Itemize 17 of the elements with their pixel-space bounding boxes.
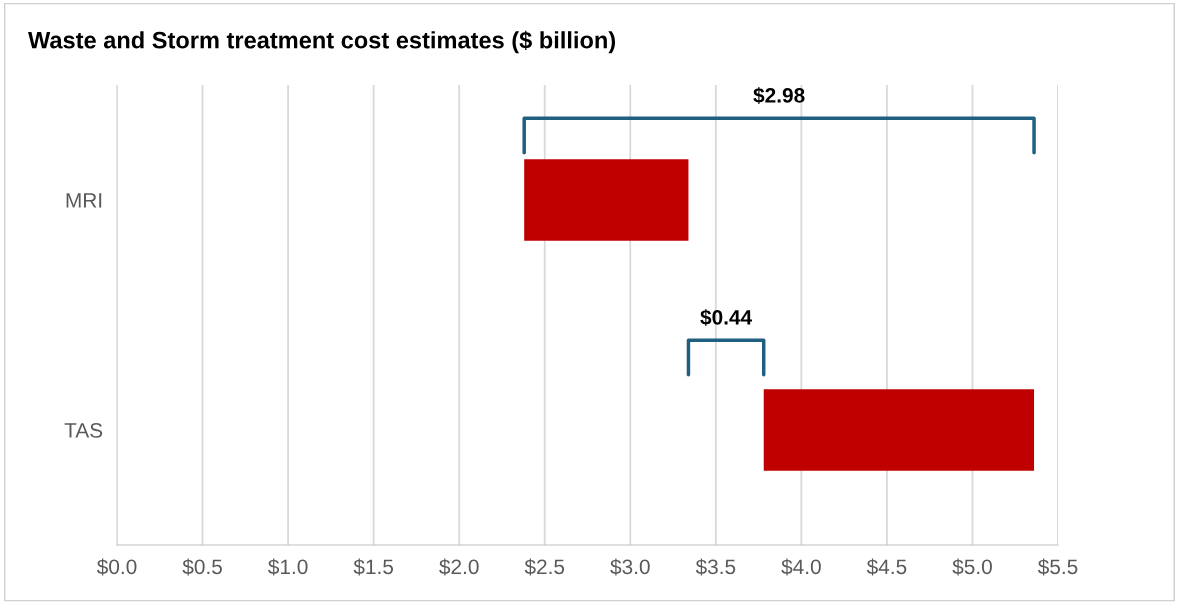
x-tick-label: $0.0 bbox=[96, 558, 137, 576]
x-tick-label: $0.5 bbox=[182, 558, 222, 576]
x-tick-label: $5.0 bbox=[952, 558, 992, 576]
annotation: $2.98 bbox=[753, 87, 805, 105]
chart-title: Waste and Storm treatment cost estimates ($ billion) bbox=[28, 30, 616, 54]
x-tick-label: $1.0 bbox=[268, 558, 308, 576]
x-tick-label: $1.5 bbox=[353, 558, 394, 576]
x-tick-label: $2.5 bbox=[524, 558, 565, 576]
y-tick-label: TAS bbox=[64, 423, 103, 438]
x-tick-label: $3.0 bbox=[610, 558, 650, 576]
x-tick-label: $3.5 bbox=[695, 558, 736, 576]
annotation: $0.44 bbox=[700, 309, 753, 327]
x-tick-label: $4.5 bbox=[866, 558, 907, 576]
x-tick-label: $4.0 bbox=[781, 558, 821, 576]
x-tick-label: $5.5 bbox=[1037, 558, 1078, 576]
y-tick-label: MRI bbox=[66, 193, 102, 208]
x-tick-label: $2.0 bbox=[439, 558, 479, 576]
